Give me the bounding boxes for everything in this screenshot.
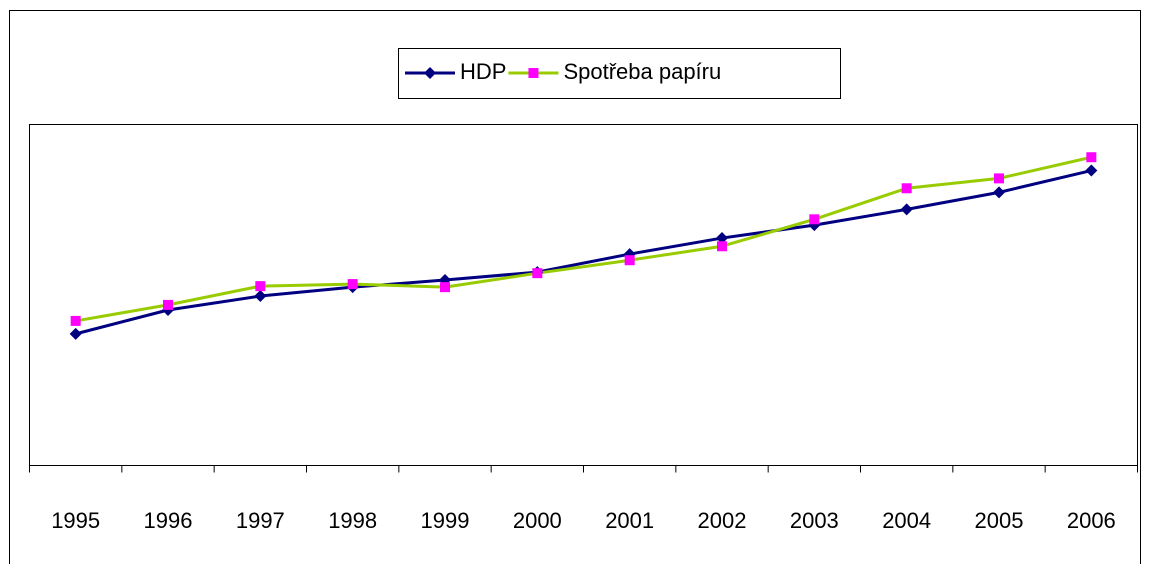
data-point (70, 315, 81, 326)
x-tick-label: 2000 (513, 508, 562, 533)
x-tick-label: 1996 (144, 508, 193, 533)
plot-area (29, 124, 1138, 466)
series-line (75, 169, 1092, 336)
x-tick-label: 1998 (328, 508, 377, 533)
legend-box (398, 48, 841, 99)
legend-label: Spotřeba papíru (563, 59, 721, 84)
x-tick-label: 2005 (975, 508, 1024, 533)
x-tick-label: 1995 (51, 508, 100, 533)
data-point (347, 279, 358, 290)
x-tick-label: 2003 (790, 508, 839, 533)
series-line (75, 155, 1092, 323)
data-point (255, 281, 266, 292)
x-tick-label: 2004 (882, 508, 931, 533)
data-point (254, 290, 267, 303)
legend-label: HDP (460, 59, 506, 84)
data-point (993, 186, 1005, 199)
legend-marker (528, 68, 539, 78)
data-point (163, 299, 173, 310)
data-point (809, 214, 820, 225)
data-point (901, 183, 912, 194)
x-tick-label: 1999 (421, 508, 470, 533)
legend-marker (424, 67, 436, 79)
data-point (994, 173, 1004, 184)
data-point (716, 232, 728, 245)
data-point (69, 327, 82, 340)
x-tick-label: 2002 (698, 508, 747, 533)
x-tick-label: 1997 (236, 508, 285, 533)
data-point (900, 203, 913, 216)
x-tick-label: 2006 (1067, 508, 1116, 533)
data-point (624, 255, 635, 266)
x-tick-label: 2001 (605, 508, 654, 533)
data-point (717, 241, 727, 252)
data-point (532, 268, 543, 279)
data-point (1086, 152, 1097, 163)
data-point (1085, 164, 1098, 177)
data-point (440, 282, 450, 293)
